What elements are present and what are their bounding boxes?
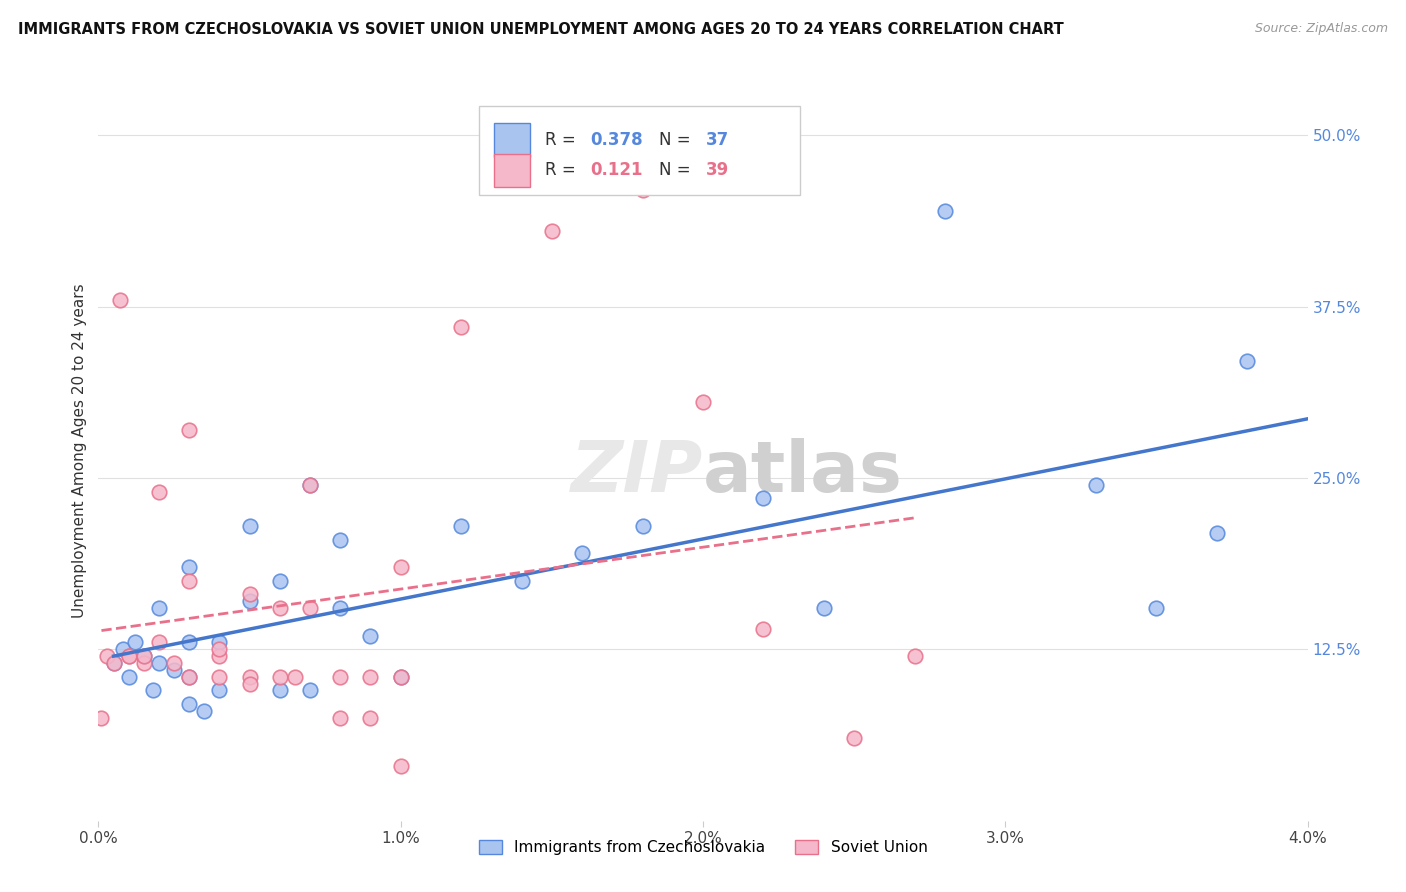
Point [299,477,322,491]
FancyBboxPatch shape [494,123,530,157]
Point [752,622,775,636]
Point [844,731,866,746]
Point [813,601,835,615]
Point [148,484,170,499]
Point [124,635,146,649]
Point [239,594,262,608]
Point [132,656,155,670]
Point [208,635,231,649]
Point [269,601,291,615]
Point [239,519,262,533]
Point [148,656,170,670]
Point [299,477,322,491]
Point [108,293,131,307]
Point [389,560,412,574]
Point [1206,525,1229,540]
Point [269,574,291,588]
Point [118,649,141,664]
Point [450,519,472,533]
Point [179,635,201,649]
Text: Source: ZipAtlas.com: Source: ZipAtlas.com [1254,22,1388,36]
Point [1146,601,1168,615]
Text: IMMIGRANTS FROM CZECHOSLOVAKIA VS SOVIET UNION UNEMPLOYMENT AMONG AGES 20 TO 24 : IMMIGRANTS FROM CZECHOSLOVAKIA VS SOVIET… [18,22,1064,37]
Point [208,642,231,657]
Point [148,635,170,649]
Point [329,670,352,684]
Text: 0.378: 0.378 [591,131,643,149]
Point [148,601,170,615]
Point [934,203,956,218]
Point [96,649,118,664]
FancyBboxPatch shape [494,153,530,186]
Point [90,711,112,725]
Legend: Immigrants from Czechoslovakia, Soviet Union: Immigrants from Czechoslovakia, Soviet U… [472,834,934,861]
Point [179,574,201,588]
Point [118,670,141,684]
Point [752,491,775,506]
Point [142,683,165,698]
Point [179,560,201,574]
Point [179,423,201,437]
Point [510,574,533,588]
Point [450,320,472,334]
Point [239,670,262,684]
Point [111,642,134,657]
Point [163,656,186,670]
Point [103,656,125,670]
Point [132,649,155,664]
Text: 0.121: 0.121 [591,161,643,179]
Point [692,395,714,409]
Point [239,587,262,601]
Y-axis label: Unemployment Among Ages 20 to 24 years: Unemployment Among Ages 20 to 24 years [72,283,87,618]
Point [208,649,231,664]
Point [163,663,186,677]
Point [132,649,155,664]
Point [103,656,125,670]
Point [360,711,382,725]
Text: N =: N = [659,161,696,179]
Text: 37: 37 [706,131,728,149]
Point [269,670,291,684]
Point [389,759,412,773]
Point [208,683,231,698]
Point [179,670,201,684]
Point [571,546,593,560]
Text: ZIP: ZIP [571,438,703,508]
Point [329,533,352,547]
Point [179,697,201,711]
Point [179,670,201,684]
Point [299,683,322,698]
Point [904,649,927,664]
Point [360,670,382,684]
Point [631,519,654,533]
Point [269,683,291,698]
Point [284,670,307,684]
Text: N =: N = [659,131,696,149]
Text: atlas: atlas [703,438,903,508]
Point [389,670,412,684]
Text: 39: 39 [706,161,728,179]
Point [1085,477,1108,491]
Text: R =: R = [544,161,586,179]
Point [118,649,141,664]
Text: R =: R = [544,131,581,149]
Point [329,711,352,725]
Point [360,628,382,642]
Point [389,670,412,684]
Point [540,224,562,238]
Point [239,676,262,690]
Point [299,601,322,615]
Point [193,704,215,718]
Point [631,183,654,197]
Point [1236,354,1258,368]
Point [208,670,231,684]
Point [329,601,352,615]
FancyBboxPatch shape [479,106,800,195]
